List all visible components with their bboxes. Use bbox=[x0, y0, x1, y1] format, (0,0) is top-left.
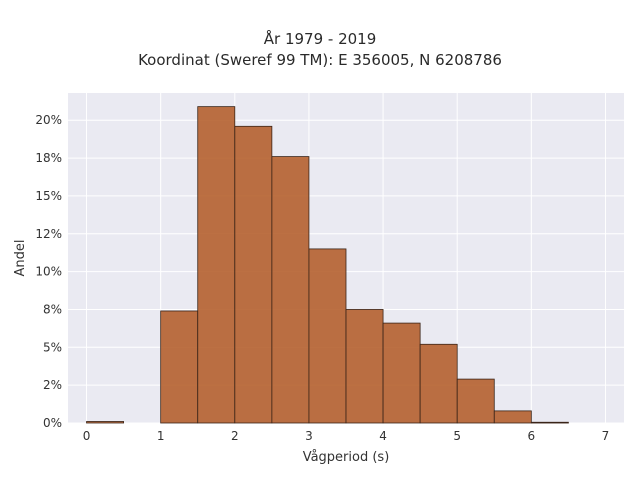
y-tick-label: 0% bbox=[43, 416, 62, 430]
histogram-bar bbox=[271, 156, 310, 424]
x-tick-label: 7 bbox=[602, 429, 610, 443]
histogram-bar bbox=[456, 378, 495, 424]
histogram-bar bbox=[382, 322, 421, 424]
x-tick-label: 6 bbox=[528, 429, 536, 443]
x-tick-label: 3 bbox=[305, 429, 313, 443]
histogram-bar bbox=[308, 248, 347, 424]
histogram-bars bbox=[86, 106, 569, 424]
y-tick-label: 8% bbox=[43, 302, 62, 316]
x-tick-label: 2 bbox=[231, 429, 239, 443]
histogram-bar bbox=[530, 421, 569, 424]
x-tick-label: 5 bbox=[453, 429, 461, 443]
x-axis-ticks: 0 1 2 3 4 5 6 7 bbox=[83, 429, 610, 443]
y-axis-ticks: 0% 2% 5% 8% 10% 12% 15% 18% 20% bbox=[35, 113, 62, 430]
y-tick-label: 15% bbox=[35, 189, 62, 203]
y-tick-label: 2% bbox=[43, 378, 62, 392]
x-tick-label: 1 bbox=[157, 429, 165, 443]
histogram-bar bbox=[419, 343, 458, 424]
x-tick-label: 4 bbox=[379, 429, 387, 443]
histogram-bar bbox=[197, 106, 236, 424]
x-axis-label: Vågperiod (s) bbox=[303, 450, 390, 465]
histogram-bar bbox=[345, 309, 384, 424]
chart-title: År 1979 - 2019 bbox=[263, 30, 377, 48]
chart-subtitle: Koordinat (Sweref 99 TM): E 356005, N 62… bbox=[138, 51, 502, 69]
y-tick-label: 18% bbox=[35, 151, 62, 165]
histogram-bar bbox=[86, 421, 124, 424]
x-tick-label: 0 bbox=[83, 429, 91, 443]
y-tick-label: 12% bbox=[35, 227, 62, 241]
y-tick-label: 10% bbox=[35, 265, 62, 279]
histogram-bar bbox=[160, 310, 199, 424]
histogram-bar bbox=[234, 125, 273, 424]
histogram-bar bbox=[493, 410, 532, 424]
y-tick-label: 5% bbox=[43, 340, 62, 354]
y-axis-label: Andel bbox=[13, 240, 28, 277]
y-tick-label: 20% bbox=[35, 113, 62, 127]
